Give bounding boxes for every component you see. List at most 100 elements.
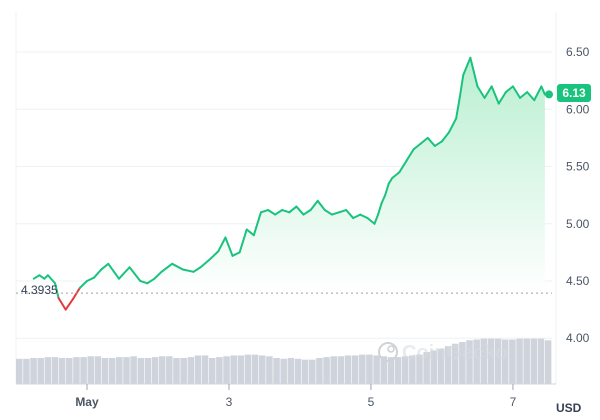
y-tick-label: 6.00 <box>566 102 590 116</box>
price-line-segment <box>267 209 277 216</box>
price-line-segment <box>458 73 465 99</box>
price-line-segment <box>57 297 67 311</box>
price-area <box>33 57 545 294</box>
volume-bar <box>523 338 530 384</box>
volume-bar <box>158 356 166 384</box>
volume-bar <box>351 355 359 384</box>
x-tick-label: 7 <box>510 395 517 409</box>
volume-bar <box>73 357 80 384</box>
volume-bar <box>366 354 373 384</box>
volume-bar <box>230 355 237 384</box>
volume-bar <box>294 358 302 384</box>
volume-bar <box>394 357 402 384</box>
volume-bar <box>94 356 102 384</box>
volume-bar <box>466 340 473 384</box>
volume-bar <box>530 338 538 384</box>
price-line-segment <box>192 266 202 273</box>
volume-bar <box>216 357 223 384</box>
price-line-segment <box>448 117 458 134</box>
price-line-segment <box>146 277 156 285</box>
volume-bar <box>87 356 95 384</box>
volume-bar <box>116 357 123 384</box>
volume-bar <box>144 357 152 384</box>
price-line-segment <box>238 228 248 254</box>
volume-bar <box>37 357 44 384</box>
current-price-badge <box>557 84 591 102</box>
x-tick-label: 3 <box>226 395 233 409</box>
price-line-segment <box>32 274 41 280</box>
volume-bar <box>480 338 488 384</box>
price-line-segment <box>259 209 270 214</box>
price-line-segment <box>398 159 408 174</box>
volume-bar <box>187 357 195 384</box>
volume-bar <box>516 338 523 384</box>
volume-bar <box>337 356 345 384</box>
price-line-segment <box>366 217 376 225</box>
price-line-segment <box>46 274 57 285</box>
price-line-segment <box>352 213 362 220</box>
volume-bar <box>151 357 159 384</box>
price-line-segment <box>274 209 284 216</box>
volume-bar <box>451 343 459 384</box>
volume-bar <box>123 357 130 384</box>
volume-bar <box>344 355 352 384</box>
volume-bar <box>280 358 287 384</box>
volume-bar <box>473 339 480 384</box>
reference-price-label: 4.3935 <box>21 283 58 297</box>
volume-bar <box>359 354 366 384</box>
price-line-segment <box>139 279 149 285</box>
volume-bar <box>537 338 545 384</box>
volume-bar <box>251 354 259 384</box>
volume-bar <box>58 357 66 384</box>
y-tick-label: 5.50 <box>566 160 590 174</box>
volume-bar <box>208 357 216 384</box>
price-line-segment <box>490 85 500 105</box>
price-line-segment <box>380 194 387 205</box>
price-line-segment <box>160 262 174 273</box>
price-line-segment <box>504 85 514 94</box>
y-tick-label: 4.50 <box>566 274 590 288</box>
volume-bar <box>16 358 23 384</box>
volume-bar <box>273 357 280 384</box>
volume-bar <box>301 359 309 384</box>
price-line <box>32 56 546 311</box>
volume-bar <box>494 338 502 384</box>
x-tick-label: 5 <box>368 395 375 409</box>
price-line-segment <box>377 202 383 216</box>
price-line-segment <box>153 270 163 280</box>
price-line-segment <box>281 209 291 214</box>
volume-bar <box>23 358 30 384</box>
watermark-text: CoinGecko <box>402 342 508 364</box>
volume-bar <box>416 354 423 384</box>
price-line-segment <box>384 182 390 197</box>
volume-bar <box>401 356 409 384</box>
volume-bar <box>194 355 202 384</box>
volume-bar <box>258 355 266 384</box>
price-line-segment <box>533 85 543 102</box>
price-line-segment <box>476 85 486 99</box>
volume-bar <box>201 355 209 384</box>
volume-bar <box>437 348 445 384</box>
price-line-segment <box>540 85 546 96</box>
current-price-badge-group: 6.13 <box>545 84 591 102</box>
currency-label: USD <box>556 401 582 415</box>
price-line-segment <box>171 262 184 271</box>
price-line-segment <box>64 298 74 311</box>
volume-bar <box>44 357 52 384</box>
current-price-dot <box>545 90 553 99</box>
price-line-segment <box>316 199 326 212</box>
volume-bar <box>108 357 116 384</box>
current-price-label: 6.13 <box>562 86 586 100</box>
price-line-segment <box>199 257 213 269</box>
price-line-segment <box>288 205 298 214</box>
price-line-segment <box>309 199 319 212</box>
price-line-segment <box>405 148 415 162</box>
price-line-segment <box>391 171 401 179</box>
price-line-segment <box>359 213 369 220</box>
price-line-segment <box>526 91 536 102</box>
price-line-segment <box>469 56 479 88</box>
volume-bar <box>387 357 395 384</box>
volume-bar <box>544 340 552 384</box>
volume-bar <box>509 339 516 384</box>
